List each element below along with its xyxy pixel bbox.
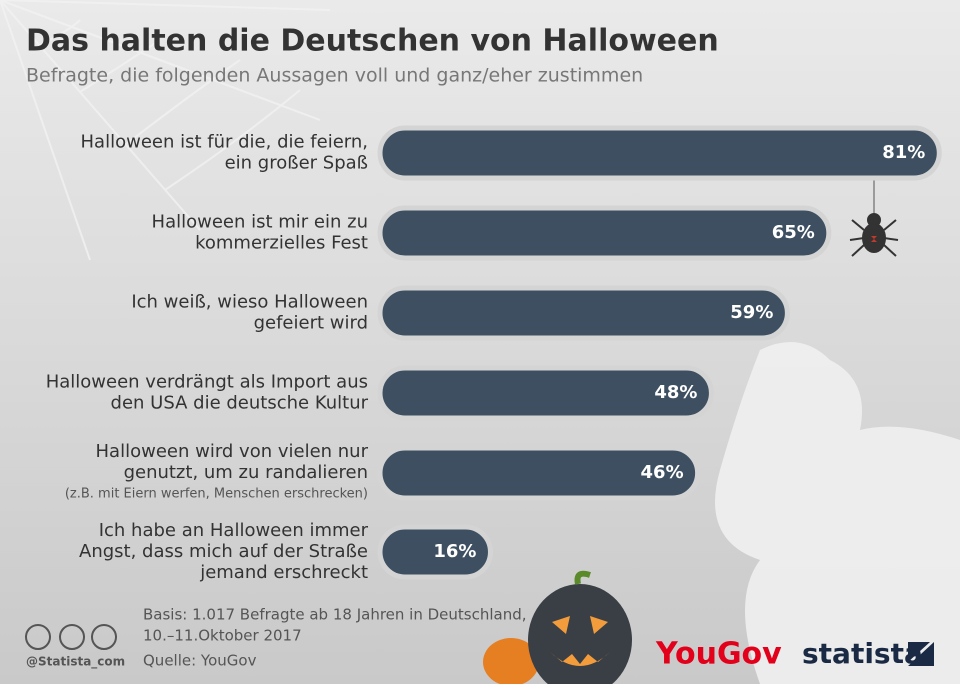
value-label: 59% — [730, 302, 773, 323]
category-label: Ich weiß, wieso Halloween — [131, 292, 368, 313]
credit: @Statista_com — [26, 655, 125, 670]
bar — [377, 445, 701, 501]
statista-icon — [908, 642, 934, 666]
license-icons — [25, 624, 117, 650]
category-label: Halloween verdrängt als Import aus — [46, 372, 368, 393]
statista-logo: statista — [802, 637, 923, 670]
value-label: 48% — [654, 382, 697, 403]
category-note: (z.B. mit Eiern werfen, Menschen erschre… — [65, 487, 368, 502]
category-label: Halloween ist für die, die feiern, — [81, 132, 368, 153]
category-label: Halloween ist mir ein zu — [152, 212, 368, 233]
category-label: gefeiert wird — [254, 313, 368, 334]
category-label: genutzt, um zu randalieren — [124, 462, 368, 483]
category-label: Angst, dass mich auf der Straße — [79, 541, 368, 562]
category-label: jemand erschreckt — [199, 562, 368, 583]
category-label: Ich habe an Halloween immer — [99, 520, 369, 541]
category-label: ein großer Spaß — [225, 153, 368, 174]
bar — [377, 524, 493, 580]
yougov-logo: YouGov — [655, 637, 782, 672]
bar — [377, 205, 832, 261]
chart-title: Das halten die Deutschen von Halloween — [26, 24, 719, 59]
ghost — [715, 342, 960, 684]
spider — [849, 213, 899, 257]
category-label: kommerzielles Fest — [195, 233, 368, 254]
bar — [377, 125, 942, 181]
value-label: 46% — [641, 462, 684, 483]
chart-subtitle: Befragte, die folgenden Aussagen voll un… — [26, 65, 643, 87]
spider-web — [0, 0, 331, 261]
pumpkins — [483, 570, 632, 684]
bar — [377, 285, 790, 341]
category-label: den USA die deutsche Kultur — [111, 393, 369, 414]
source-text: 10.–11.Oktober 2017 — [143, 627, 302, 645]
source-label: Quelle: YouGov — [143, 652, 257, 670]
source-text: Basis: 1.017 Befragte ab 18 Jahren in De… — [143, 606, 527, 624]
value-label: 16% — [433, 541, 476, 562]
value-label: 65% — [772, 222, 815, 243]
bar — [377, 365, 714, 421]
category-label: Halloween wird von vielen nur — [96, 441, 369, 462]
value-label: 81% — [882, 142, 925, 163]
